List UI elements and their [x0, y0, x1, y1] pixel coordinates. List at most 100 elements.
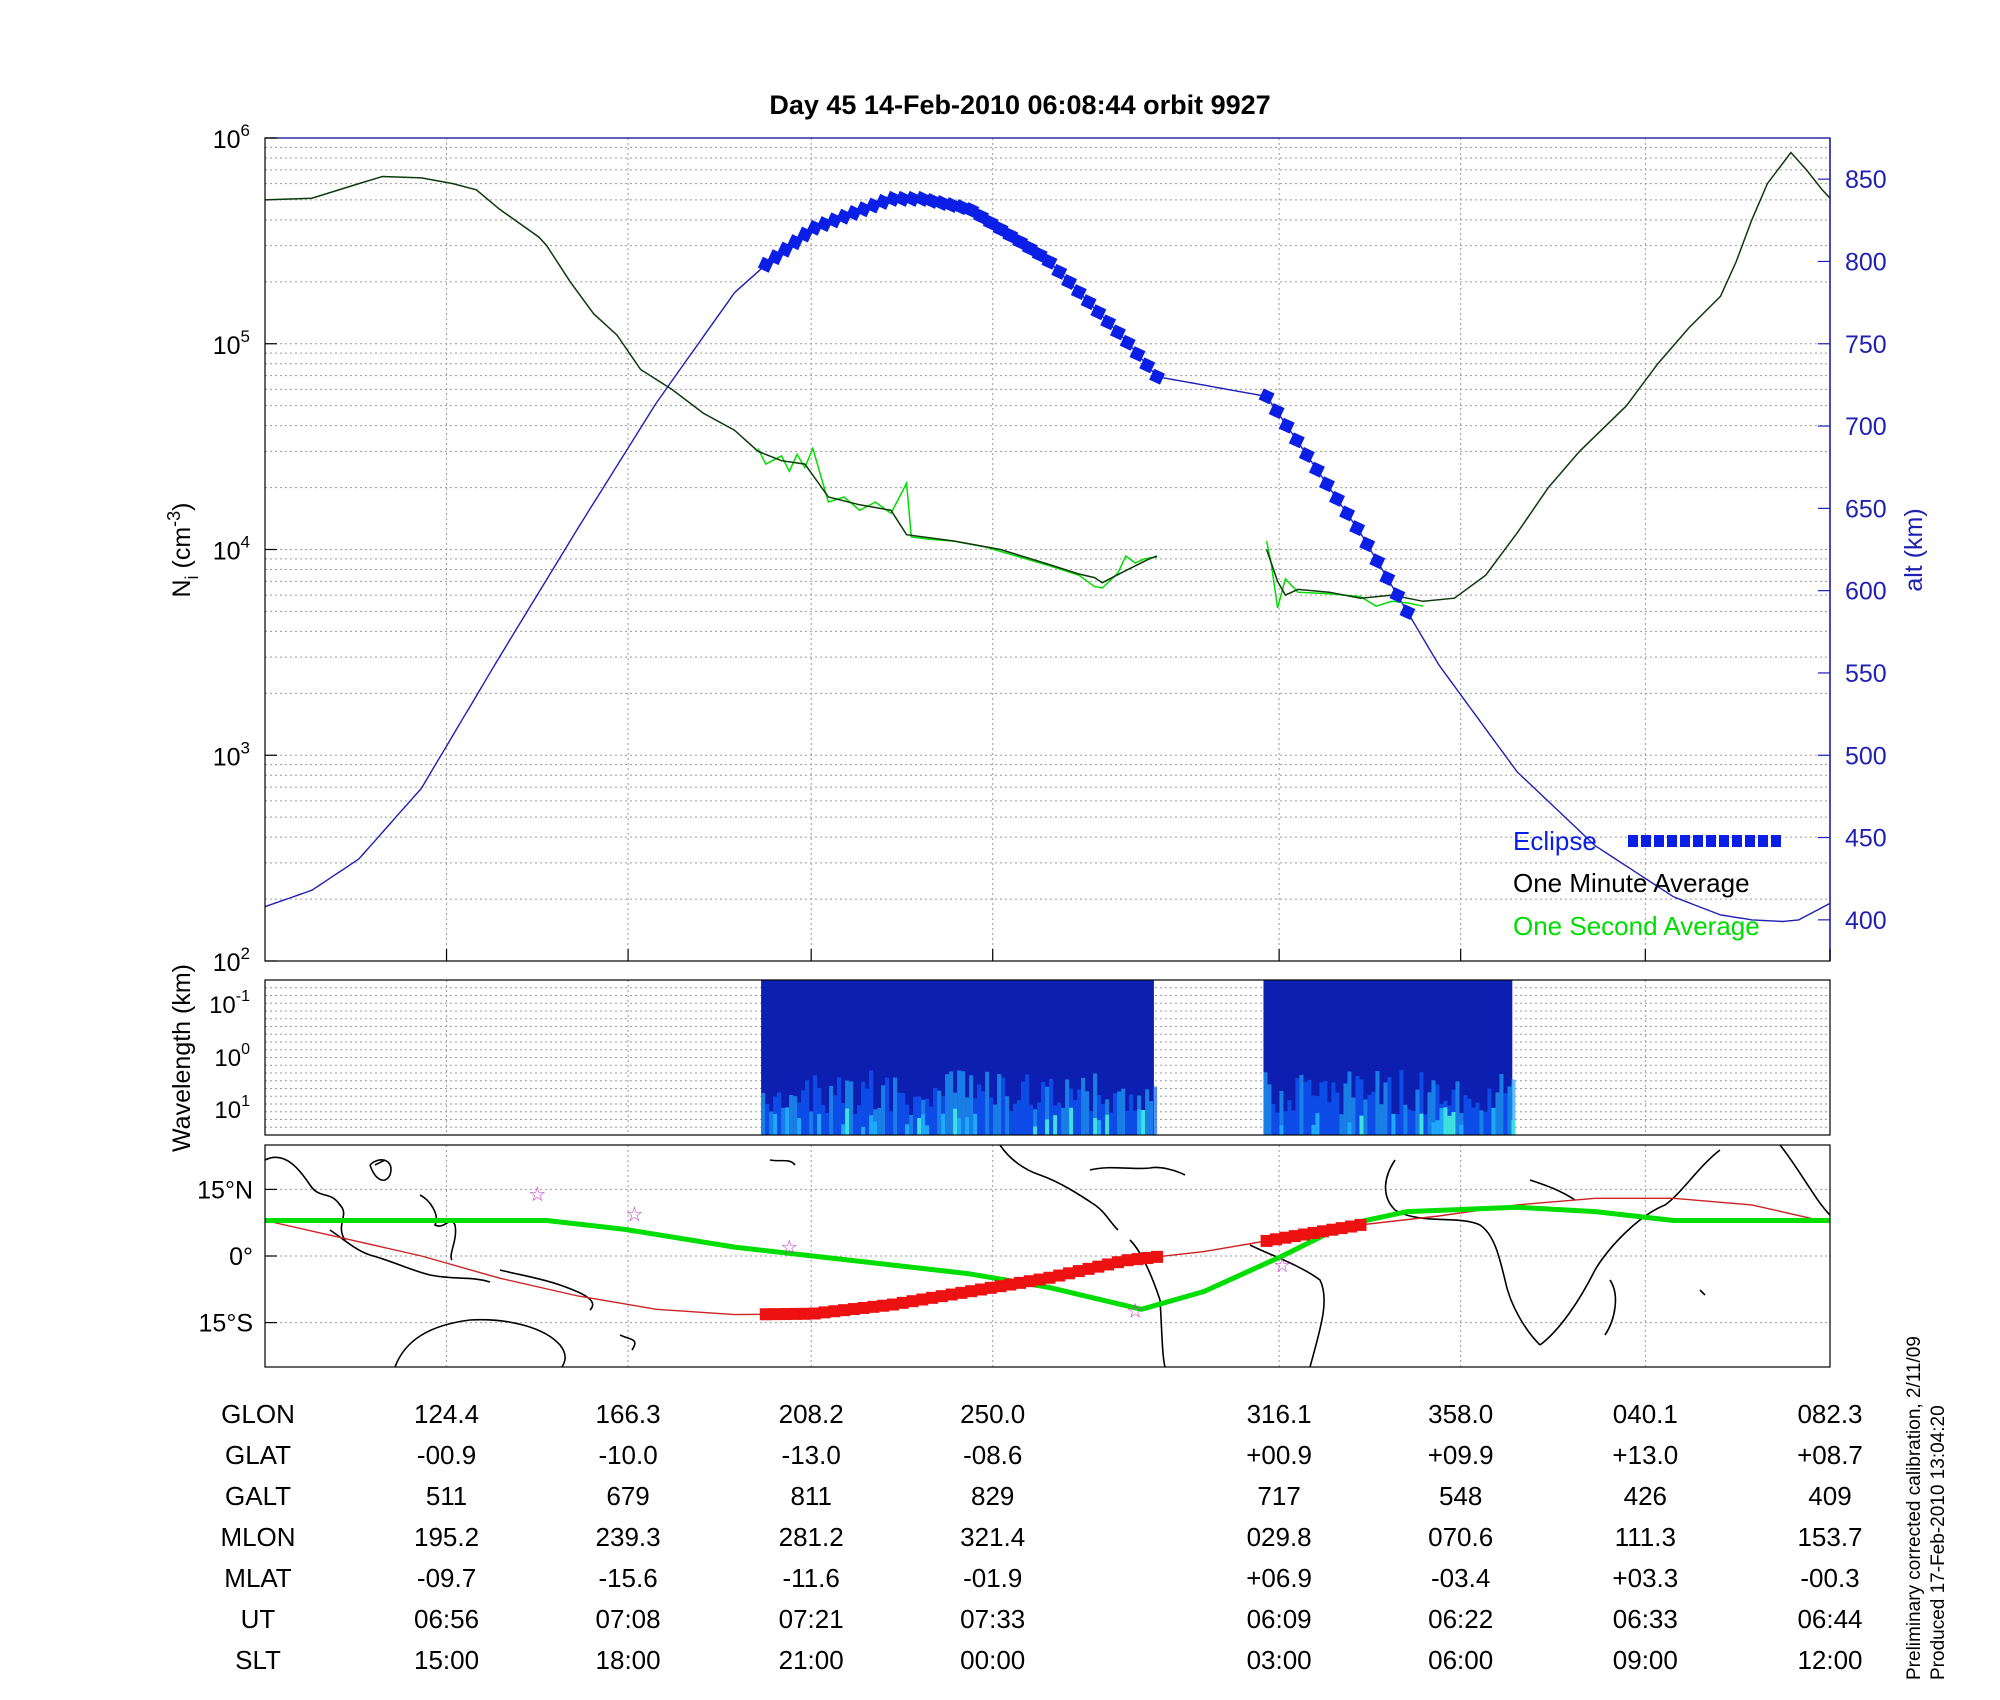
map-y-ticks: 15°N 0° 15°S: [197, 1176, 277, 1338]
table-cell: 06:44: [1797, 1604, 1862, 1634]
spectrogram-cell: [1359, 1079, 1364, 1135]
spectrogram-cell: [1133, 1110, 1138, 1135]
spectrogram-cell: [777, 1092, 782, 1135]
eclipse-marker: [1090, 304, 1107, 321]
spectrogram-cell: [869, 1070, 874, 1135]
table-row-label: GLON: [221, 1399, 295, 1429]
spectrogram-cell: [1283, 1111, 1288, 1135]
spectrogram-panel: 10-1 100 101 Wavelength (km): [168, 964, 1831, 1152]
map-eclipse-marker: [1102, 1258, 1115, 1271]
table-cell: 316.1: [1247, 1399, 1312, 1429]
spectrogram-cell: [1347, 1071, 1352, 1135]
spectrogram-cell: [1141, 1110, 1146, 1135]
spectrogram-cell: [977, 1084, 982, 1135]
spectrogram-cell: [1459, 1124, 1464, 1135]
legend-eclipse-sample: [1628, 835, 1781, 847]
legend-eclipse-marker: [1641, 835, 1651, 847]
table-cell: 358.0: [1428, 1399, 1493, 1429]
table-cell: 239.3: [596, 1522, 661, 1552]
spectrogram-cell: [1037, 1102, 1042, 1135]
eclipse-marker: [1359, 536, 1376, 553]
legend-second-label: One Second Average: [1513, 911, 1760, 941]
spectrogram-cell: [1375, 1070, 1380, 1135]
spectrogram-cell: [1279, 1125, 1284, 1135]
spectrogram-cell: [789, 1095, 794, 1135]
spectrogram-cell: [1025, 1074, 1030, 1135]
spectrogram-cell: [1097, 1095, 1102, 1135]
spectrogram-cell: [877, 1108, 882, 1135]
eclipse-marker: [1070, 284, 1087, 301]
map-eclipse-marker: [994, 1280, 1007, 1293]
table-cell: -03.4: [1431, 1563, 1490, 1593]
spectrogram-cell: [1327, 1102, 1332, 1135]
table-cell: 717: [1257, 1481, 1300, 1511]
spectrogram-cell: [1363, 1099, 1368, 1135]
map-eclipse-marker: [828, 1305, 841, 1318]
spectrogram-cell: [1451, 1111, 1456, 1135]
spectrogram-cell: [957, 1118, 962, 1135]
table-cell: 250.0: [960, 1399, 1025, 1429]
alt-tick-label: 400: [1845, 907, 1887, 935]
spectrogram-cell: [1403, 1104, 1408, 1135]
ephemeris-table: GLON 124.4 166.3 208.2 250.0 316.1 358.0 040.1 0…: [220, 1399, 1862, 1675]
spectrogram-cell: [1459, 1113, 1464, 1135]
map-eclipse-marker: [916, 1293, 929, 1306]
table-cell: 06:56: [414, 1604, 479, 1634]
map-eclipse-marker: [1151, 1250, 1164, 1263]
spectrogram-cell: [1097, 1120, 1102, 1135]
spectrogram-cell: [909, 1114, 914, 1135]
spectrogram-cell: [1511, 1119, 1516, 1135]
spectrogram-cell: [1351, 1097, 1356, 1135]
map-eclipse-marker: [769, 1308, 782, 1321]
spectrogram-cell: [1331, 1082, 1336, 1135]
spectrogram-frame: [264, 979, 1831, 1136]
spectrogram-cell: [921, 1114, 926, 1135]
spectrogram-cell: [1291, 1110, 1296, 1135]
spec-y-tick-label: 101: [214, 1093, 250, 1124]
eclipse-marker: [1119, 334, 1136, 351]
spectrogram-cell: [1295, 1078, 1300, 1135]
spectrogram-cell: [817, 1087, 822, 1135]
spectrogram-cell: [949, 1071, 954, 1135]
spectrogram-cell: [1275, 1112, 1280, 1135]
spectrogram-cell: [853, 1113, 858, 1135]
spectrogram-cell: [929, 1106, 934, 1135]
spectrogram-cell: [1395, 1114, 1400, 1135]
map-eclipse-marker: [1082, 1262, 1095, 1275]
spectrogram-cell: [1049, 1078, 1054, 1135]
map-eclipse-marker: [1033, 1273, 1046, 1286]
map-eclipse-marker: [1326, 1223, 1339, 1236]
map-star-marker: ☆: [1273, 1255, 1291, 1277]
map-eclipse-marker: [984, 1281, 997, 1294]
spectrogram-cell: [833, 1095, 838, 1135]
spectrogram-cell: [937, 1090, 942, 1135]
spectrogram-cell: [1391, 1113, 1396, 1135]
eclipse-marker: [1100, 314, 1117, 331]
map-series: ☆ ☆ ☆ ☆ ☆: [264, 1184, 1831, 1323]
legend-eclipse-label: Eclipse: [1513, 826, 1597, 856]
table-cell: 06:33: [1613, 1604, 1678, 1634]
map-eclipse-marker: [965, 1285, 978, 1298]
spectrogram-cell: [953, 1108, 958, 1135]
spectrogram-cell: [1479, 1110, 1484, 1135]
table-row-label: UT: [241, 1604, 276, 1634]
spectrogram-cell: [1495, 1092, 1500, 1135]
spectrogram-cell: [1001, 1077, 1006, 1135]
legend-eclipse-marker: [1628, 835, 1638, 847]
spec-y-tick-label: 100: [214, 1041, 250, 1072]
spectrogram-cell: [981, 1091, 986, 1135]
legend-eclipse-marker: [1719, 835, 1729, 847]
spectrogram-cell: [1137, 1109, 1142, 1135]
table-cell: 195.2: [414, 1522, 479, 1552]
map-y-tick-label: 0°: [229, 1243, 253, 1271]
spectrogram-cell: [1121, 1088, 1126, 1135]
spectrogram-cell: [997, 1074, 1002, 1135]
table-cell: 124.4: [414, 1399, 479, 1429]
spectrogram-cell: [1467, 1098, 1472, 1135]
spectrogram-cell: [1021, 1081, 1026, 1135]
table-cell: 07:21: [779, 1604, 844, 1634]
table-cell: -13.0: [782, 1440, 841, 1470]
eclipse-marker: [1339, 505, 1356, 522]
legend-eclipse-marker: [1667, 835, 1677, 847]
spectrogram-cell: [1511, 1079, 1516, 1135]
